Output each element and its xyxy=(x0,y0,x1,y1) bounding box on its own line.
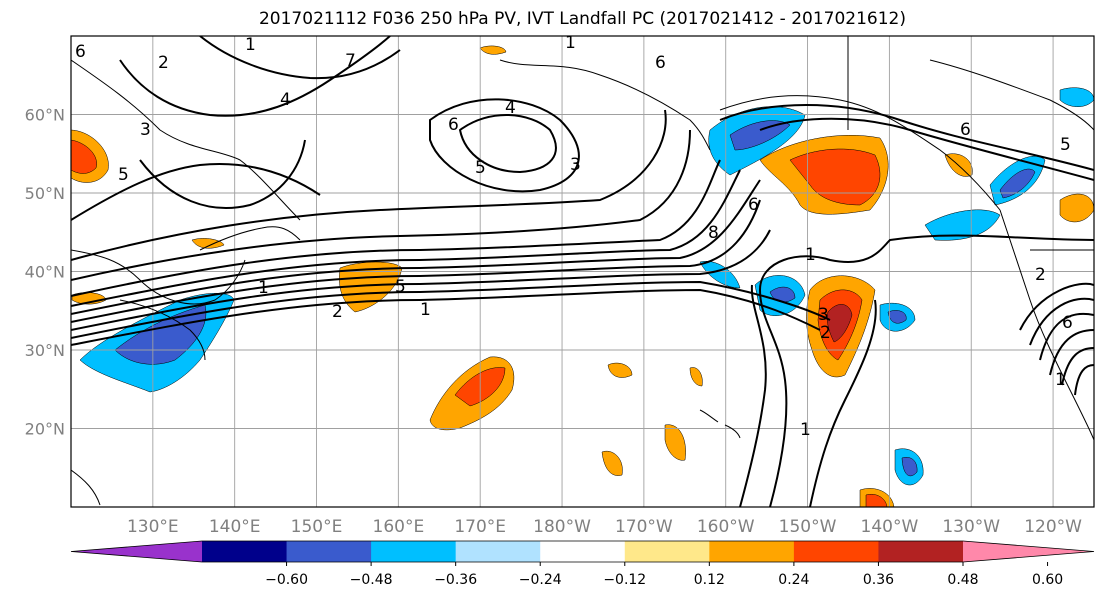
colorbar-tick-label: 0.36 xyxy=(863,572,894,588)
colorbar-segment xyxy=(878,541,964,562)
figure-title: 2017021112 F036 250 hPa PV, IVT Landfall… xyxy=(258,9,906,29)
longitude-tick-label: 150°W xyxy=(779,517,837,537)
contour-label-1g: 1 xyxy=(565,33,576,53)
colorbar-segment xyxy=(793,541,879,562)
longitude-tick-label: 160°W xyxy=(697,517,755,537)
colorbar-segment xyxy=(371,541,457,562)
contour-label-5d: 5 xyxy=(118,165,129,185)
colorbar-tick-label: −0.36 xyxy=(434,572,477,588)
contour-label-1a: 1 xyxy=(258,278,269,298)
contour-label-2b: 2 xyxy=(820,323,831,343)
colorbar-tick-label: −0.12 xyxy=(603,572,646,588)
contour-label-6f: 6 xyxy=(655,53,666,73)
latitude-tick-label: 40°N xyxy=(25,263,65,282)
latitude-tick-label: 60°N xyxy=(25,106,65,125)
contour-label-2a: 2 xyxy=(332,302,343,322)
longitude-tick-label: 140°E xyxy=(209,517,261,537)
longitude-tick-label: 170°E xyxy=(454,517,506,537)
contour-label-7a: 7 xyxy=(345,51,356,71)
contour-label-5a: 5 xyxy=(395,277,406,297)
contour-label-3b: 3 xyxy=(818,305,829,325)
contour-label-1b: 1 xyxy=(420,300,431,320)
latitude-labels: 20°N 30°N 40°N 50°N 60°N xyxy=(25,106,65,439)
contour-label-2c: 2 xyxy=(1035,265,1046,285)
contour-label-1e: 1 xyxy=(1055,370,1066,390)
colorbar-tick-label: −0.48 xyxy=(350,572,393,588)
contour-labels: 1 2 1 5 3 4 5 6 7 8 6 1 3 2 1 6 5 6 1 2 … xyxy=(75,33,1073,440)
longitude-labels: 130°E 140°E 150°E 160°E 170°E 180°W 170°W 160°W… xyxy=(127,517,1082,537)
colorbar-extend-high xyxy=(963,541,1094,562)
longitude-tick-label: 150°E xyxy=(291,517,343,537)
colorbar-tick-label: 0.24 xyxy=(778,572,809,588)
longitude-tick-label: 140°W xyxy=(861,517,919,537)
contour-label-8a: 8 xyxy=(708,223,719,243)
colorbar-segment xyxy=(540,541,626,562)
latitude-tick-label: 50°N xyxy=(25,184,65,203)
latitude-tick-label: 30°N xyxy=(25,341,65,360)
colorbar: −0.60 −0.48 −0.36 −0.24 −0.12 0.12 0.24 0.36 0.4… xyxy=(70,540,1095,588)
contour-label-6e: 6 xyxy=(75,42,86,62)
colorbar-tick-label: −0.60 xyxy=(265,572,308,588)
colorbar-segment xyxy=(202,541,288,562)
colorbar-extend-low xyxy=(71,541,202,562)
longitude-tick-label: 120°W xyxy=(1024,517,1082,537)
contour-label-6a: 6 xyxy=(448,115,459,135)
pv-contours xyxy=(71,36,1094,507)
contour-label-1d: 1 xyxy=(800,420,811,440)
contour-label-1f: 1 xyxy=(245,35,256,55)
colorbar-tick-label: 0.60 xyxy=(1032,572,1063,588)
contour-label-6b: 6 xyxy=(748,195,759,215)
colorbar-outline xyxy=(70,540,1095,563)
longitude-tick-label: 130°E xyxy=(127,517,179,537)
contour-label-6c: 6 xyxy=(960,120,971,140)
colorbar-tick-label: 0.12 xyxy=(694,572,725,588)
pv-anomaly-fields xyxy=(71,45,1094,507)
contour-label-2d: 2 xyxy=(158,53,169,73)
contour-label-5b: 5 xyxy=(475,158,486,178)
longitude-tick-label: 180°W xyxy=(533,517,591,537)
contour-label-5c: 5 xyxy=(1060,135,1071,155)
colorbar-segment xyxy=(286,541,372,562)
contour-label-3c: 3 xyxy=(140,120,151,140)
colorbar-segment xyxy=(624,541,710,562)
latitude-tick-label: 20°N xyxy=(25,420,65,439)
colorbar-tick-label: −0.24 xyxy=(519,572,562,588)
contour-label-4a: 4 xyxy=(505,98,516,118)
longitude-tick-label: 170°W xyxy=(615,517,673,537)
longitude-tick-label: 130°W xyxy=(942,517,1000,537)
colorbar-segment xyxy=(455,541,541,562)
contour-label-6d: 6 xyxy=(1062,313,1073,333)
longitude-tick-label: 160°E xyxy=(373,517,425,537)
contour-label-3a: 3 xyxy=(570,155,581,175)
colorbar-tick-label: 0.48 xyxy=(947,572,978,588)
contour-label-1c: 1 xyxy=(805,245,816,265)
contour-label-4b: 4 xyxy=(280,90,291,110)
colorbar-segment xyxy=(709,541,795,562)
map-frame xyxy=(70,35,1095,508)
